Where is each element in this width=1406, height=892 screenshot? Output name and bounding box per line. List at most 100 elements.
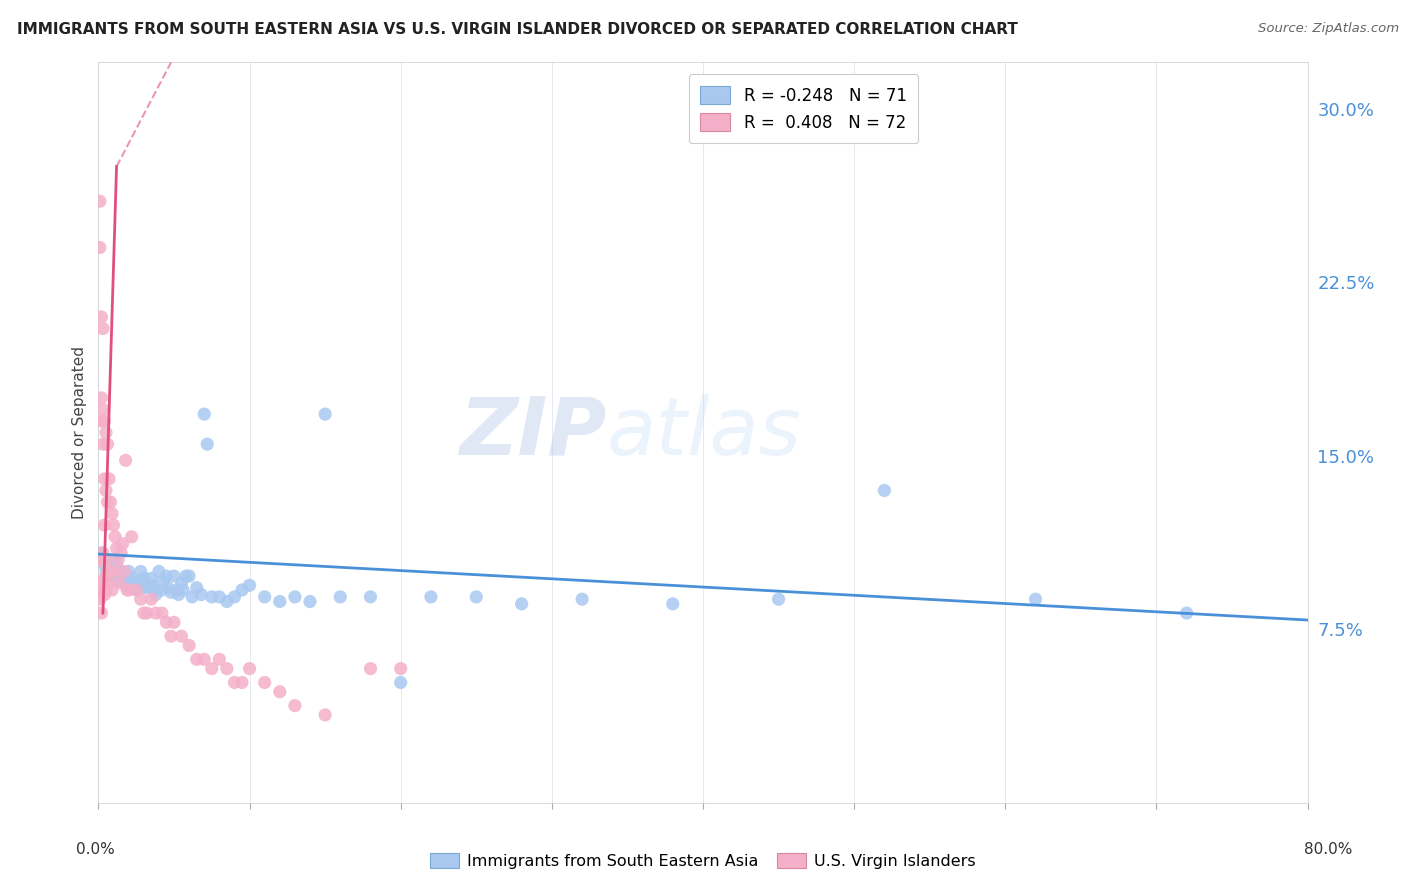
- Legend: Immigrants from South Eastern Asia, U.S. Virgin Islanders: Immigrants from South Eastern Asia, U.S.…: [423, 847, 983, 875]
- Point: [90, 391, 112, 405]
- Point: [100, 565, 122, 579]
- Point: [135, 606, 157, 620]
- Point: [103, 569, 125, 583]
- Point: [181, 590, 204, 604]
- Point: [231, 582, 253, 597]
- Point: [118, 565, 141, 579]
- Point: [314, 707, 336, 722]
- Point: [98, 565, 121, 579]
- Point: [299, 594, 322, 608]
- Point: [231, 675, 253, 690]
- Point: [93, 518, 115, 533]
- Point: [148, 565, 170, 579]
- Point: [208, 590, 231, 604]
- Point: [91, 582, 114, 597]
- Point: [89, 592, 111, 607]
- Point: [269, 594, 291, 608]
- Point: [91, 402, 114, 417]
- Point: [96, 569, 118, 583]
- Point: [215, 594, 238, 608]
- Point: [134, 581, 156, 595]
- Point: [112, 565, 135, 579]
- Point: [114, 453, 136, 467]
- Point: [155, 569, 177, 583]
- Point: [127, 576, 149, 591]
- Y-axis label: Divorced or Separated: Divorced or Separated: [72, 346, 87, 519]
- Point: [193, 652, 215, 666]
- Point: [170, 629, 193, 643]
- Point: [90, 553, 112, 567]
- Point: [136, 581, 159, 595]
- Point: [108, 576, 131, 591]
- Point: [111, 536, 134, 550]
- Point: [201, 590, 224, 604]
- Point: [98, 472, 121, 486]
- Point: [193, 407, 215, 421]
- Point: [132, 571, 155, 585]
- Point: [91, 546, 114, 560]
- Point: [125, 582, 148, 597]
- Point: [150, 582, 173, 597]
- Point: [121, 530, 143, 544]
- Point: [94, 565, 117, 579]
- Text: 0.0%: 0.0%: [76, 842, 115, 856]
- Text: ZIP: ZIP: [458, 393, 606, 472]
- Point: [141, 592, 163, 607]
- Point: [172, 582, 194, 597]
- Point: [103, 565, 125, 579]
- Point: [100, 495, 122, 509]
- Point: [166, 582, 188, 597]
- Point: [107, 566, 129, 581]
- Point: [90, 576, 112, 591]
- Text: IMMIGRANTS FROM SOUTH EASTERN ASIA VS U.S. VIRGIN ISLANDER DIVORCED OR SEPARATED: IMMIGRANTS FROM SOUTH EASTERN ASIA VS U.…: [17, 22, 1018, 37]
- Point: [201, 662, 224, 676]
- Point: [115, 578, 138, 592]
- Point: [152, 574, 174, 588]
- Point: [118, 582, 141, 597]
- Point: [145, 588, 167, 602]
- Point: [253, 675, 276, 690]
- Point: [160, 629, 183, 643]
- Point: [89, 553, 111, 567]
- Point: [329, 590, 352, 604]
- Point: [284, 590, 307, 604]
- Text: Source: ZipAtlas.com: Source: ZipAtlas.com: [1258, 22, 1399, 36]
- Text: 80.0%: 80.0%: [1305, 842, 1353, 856]
- Point: [215, 662, 238, 676]
- Point: [107, 553, 129, 567]
- Point: [360, 662, 382, 676]
- Point: [269, 685, 291, 699]
- Point: [103, 518, 125, 533]
- Legend: R = -0.248   N = 71, R =  0.408   N = 72: R = -0.248 N = 71, R = 0.408 N = 72: [689, 74, 918, 144]
- Point: [135, 576, 157, 591]
- Point: [224, 590, 246, 604]
- Point: [1175, 606, 1198, 620]
- Point: [91, 553, 114, 567]
- Point: [122, 576, 145, 591]
- Point: [100, 553, 122, 567]
- Point: [389, 662, 412, 676]
- Point: [420, 590, 443, 604]
- Point: [186, 652, 208, 666]
- Point: [465, 590, 488, 604]
- Point: [93, 588, 115, 602]
- Point: [389, 675, 412, 690]
- Point: [224, 675, 246, 690]
- Point: [141, 571, 163, 585]
- Point: [96, 437, 118, 451]
- Text: atlas: atlas: [606, 393, 801, 472]
- Point: [105, 541, 128, 556]
- Point: [91, 437, 114, 451]
- Point: [360, 590, 382, 604]
- Point: [94, 582, 117, 597]
- Point: [150, 606, 173, 620]
- Point: [179, 639, 201, 653]
- Point: [93, 558, 115, 572]
- Point: [114, 574, 136, 588]
- Point: [90, 310, 112, 324]
- Point: [108, 574, 131, 588]
- Point: [111, 566, 134, 581]
- Point: [89, 240, 111, 255]
- Point: [314, 407, 336, 421]
- Point: [96, 565, 118, 579]
